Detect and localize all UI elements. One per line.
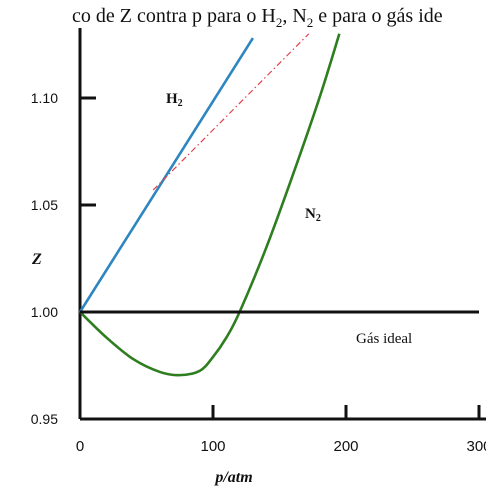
title-sub-1: 2 bbox=[276, 15, 283, 30]
n2-label-sub: 2 bbox=[316, 213, 321, 224]
title-sub-2: 2 bbox=[307, 15, 314, 30]
title-part-2: , N bbox=[282, 5, 306, 27]
y-tick-label-1: 1.00 bbox=[31, 304, 58, 320]
title-part-3: e para o gás ide bbox=[313, 5, 443, 27]
ideal-gas-label: Gás ideal bbox=[356, 331, 412, 347]
h2-label-sub: 2 bbox=[178, 98, 183, 109]
series-layer bbox=[78, 33, 479, 377]
n2-label-main: N bbox=[305, 206, 316, 222]
y-tick-label-2: 1.05 bbox=[31, 197, 58, 213]
x-tick-label-0: 0 bbox=[76, 438, 84, 455]
y-axis-label: Z bbox=[31, 251, 42, 268]
chart-title: co de Z contra p para o H2, N2 e para o … bbox=[72, 5, 443, 30]
y-tick-label-3: 1.10 bbox=[31, 90, 58, 106]
h2-label: H2 bbox=[166, 91, 183, 109]
title-part-1: co de Z contra p para o H bbox=[72, 5, 276, 27]
n2-label: N2 bbox=[305, 206, 321, 224]
x-tick-label-3: 300 bbox=[466, 438, 486, 455]
n2-curve bbox=[79, 33, 341, 377]
extrapolation-line bbox=[152, 33, 310, 191]
y-tick-label-0: 0.95 bbox=[31, 411, 58, 427]
x-axis-label: p/atm bbox=[213, 469, 252, 486]
h2-label-main: H bbox=[166, 91, 178, 107]
x-tick-label-2: 200 bbox=[333, 438, 358, 455]
x-tick-label-1: 100 bbox=[200, 438, 225, 455]
h2-line bbox=[78, 37, 254, 313]
axis-ticks: 0.95 1.00 1.05 1.10 0 100 200 300 bbox=[31, 90, 486, 455]
